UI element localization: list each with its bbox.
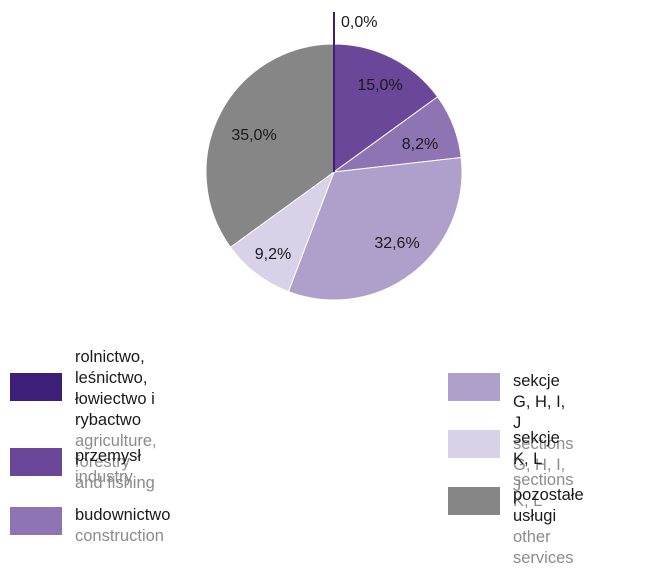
slice-label-92: 9,2% xyxy=(255,246,291,263)
legend-swatch-construction xyxy=(10,507,62,535)
legend-label-pl: rolnictwo, leśnictwo, łowiectwo i rybact… xyxy=(75,348,155,429)
slice-label-350: 35,0% xyxy=(231,127,276,144)
pie-slice-5 xyxy=(205,43,335,248)
legend-label-pl: budownictwo xyxy=(75,506,171,524)
pie-slice-3 xyxy=(287,157,463,301)
legend-label-en: other services xyxy=(513,528,574,567)
slice-label-326: 32,6% xyxy=(374,235,419,252)
legend-swatch-sections-kl xyxy=(448,430,500,458)
legend-label-en: sections K, L xyxy=(513,471,574,510)
legend-label-pl: sekcje G, H, I, J xyxy=(513,372,566,432)
slice-label-00: 0,0% xyxy=(341,14,377,31)
legend-label-en: sections G, H, I, J xyxy=(513,435,574,495)
slice-label-82: 8,2% xyxy=(402,136,438,153)
legend-label-pl: sekcje K, L xyxy=(513,429,560,468)
legend-swatch-industry xyxy=(10,448,62,476)
pie-chart: 0,0% 15,0% 8,2% 32,6% 9,2% 35,0% xyxy=(205,12,463,301)
legend-swatch-agriculture xyxy=(10,373,62,401)
legend-label-pl: pozostałe usługi xyxy=(513,486,584,525)
legend-label-en: agriculture, forestry and fishing xyxy=(75,432,157,492)
slice-label-150: 15,0% xyxy=(357,77,402,94)
legend-label-en: construction xyxy=(75,527,164,545)
legend-swatch-sections-ghij xyxy=(448,373,500,401)
pie-slice-1 xyxy=(333,43,439,173)
legend-label-en: industry xyxy=(75,468,133,486)
legend-label-pl: przemysł xyxy=(75,447,142,465)
legend-swatch-other-services xyxy=(448,487,500,515)
